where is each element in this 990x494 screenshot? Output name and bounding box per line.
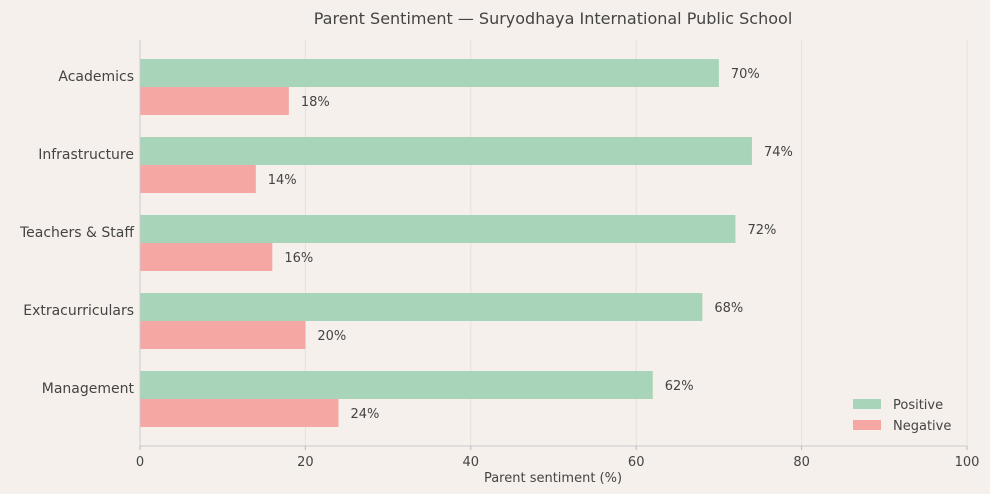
x-tick-label-100: 100 bbox=[955, 455, 980, 470]
value-label-negative-infrastructure: 14% bbox=[268, 173, 297, 188]
x-tick-label-80: 80 bbox=[793, 455, 810, 470]
value-labels: 70% 18% 74% 14% 72% 16% 68% 20% 62% 24% bbox=[268, 67, 793, 422]
category-label-extracurriculars: Extracurriculars bbox=[23, 303, 134, 319]
category-labels: Academics Infrastructure Teachers & Staff E… bbox=[19, 69, 135, 397]
legend-label-negative: Negative bbox=[893, 419, 951, 434]
bar-negative-infrastructure bbox=[140, 165, 256, 193]
axes bbox=[139, 40, 967, 447]
x-tick-label-60: 60 bbox=[628, 455, 645, 470]
value-label-positive-extracurriculars: 68% bbox=[714, 301, 743, 316]
bar-negative-extracurriculars bbox=[140, 321, 306, 349]
category-label-management: Management bbox=[42, 381, 135, 397]
value-label-negative-academics: 18% bbox=[301, 95, 330, 110]
bar-positive-academics bbox=[140, 59, 719, 87]
bars bbox=[140, 59, 752, 427]
bar-positive-teachers-staff bbox=[140, 215, 736, 243]
x-tick-label-20: 20 bbox=[297, 455, 314, 470]
value-label-positive-academics: 70% bbox=[731, 67, 760, 82]
value-label-positive-teachers-staff: 72% bbox=[747, 223, 776, 238]
value-label-positive-infrastructure: 74% bbox=[764, 145, 793, 160]
value-label-negative-management: 24% bbox=[350, 407, 379, 422]
legend-label-positive: Positive bbox=[893, 398, 943, 413]
bar-positive-management bbox=[140, 371, 653, 399]
legend: Positive Negative bbox=[853, 398, 951, 434]
bar-positive-infrastructure bbox=[140, 137, 752, 165]
category-label-teachers-staff: Teachers & Staff bbox=[19, 225, 134, 241]
category-label-academics: Academics bbox=[58, 69, 134, 85]
category-label-infrastructure: Infrastructure bbox=[38, 147, 134, 163]
bar-negative-teachers-staff bbox=[140, 243, 273, 271]
chart-title: Parent Sentiment — Suryodhaya Internatio… bbox=[314, 9, 793, 28]
value-label-negative-extracurriculars: 20% bbox=[317, 329, 346, 344]
legend-swatch-positive bbox=[853, 399, 881, 409]
value-label-positive-management: 62% bbox=[665, 379, 694, 394]
x-tick-label-40: 40 bbox=[463, 455, 480, 470]
x-tick-labels: 0 20 40 60 80 100 bbox=[136, 446, 980, 470]
bar-negative-management bbox=[140, 399, 339, 427]
x-tick-label-0: 0 bbox=[136, 455, 144, 470]
x-axis-label: Parent sentiment (%) bbox=[484, 471, 622, 486]
legend-swatch-negative bbox=[853, 420, 881, 430]
value-label-negative-teachers-staff: 16% bbox=[284, 251, 313, 266]
bar-negative-academics bbox=[140, 87, 289, 115]
bar-positive-extracurriculars bbox=[140, 293, 703, 321]
